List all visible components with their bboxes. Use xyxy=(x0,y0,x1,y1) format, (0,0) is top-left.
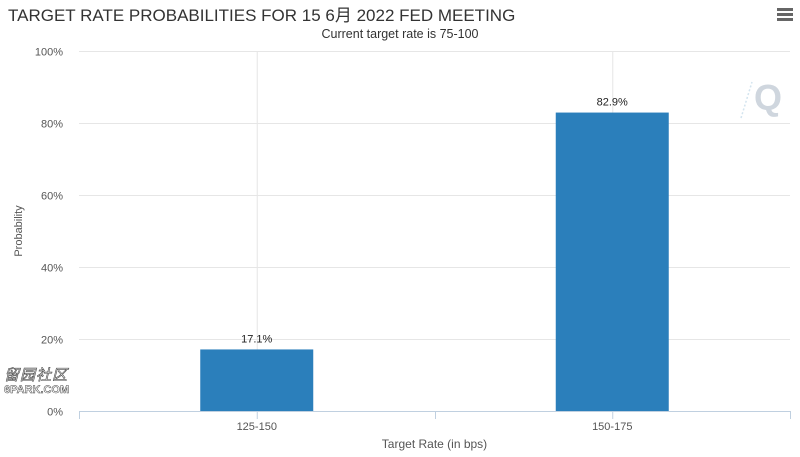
y-tick-label: 40% xyxy=(41,263,63,275)
data-label: 82.9% xyxy=(597,97,628,109)
site-watermark-chars: 留园社区 xyxy=(4,367,69,384)
x-tick-label: 150-175 xyxy=(592,421,632,433)
x-axis-title: Target Rate (in bps) xyxy=(382,437,487,451)
logo-watermark-mark xyxy=(740,81,753,119)
chart-subtitle: Current target rate is 75-100 xyxy=(321,27,479,41)
y-tick-label: 80% xyxy=(41,119,63,131)
bar-150-175 xyxy=(555,112,669,411)
bar-125-150 xyxy=(200,349,314,411)
hamburger-menu-icon[interactable] xyxy=(777,8,793,22)
y-tick-label: 60% xyxy=(41,191,63,203)
logo-watermark: Q xyxy=(754,77,782,118)
y-axis-title: Probability xyxy=(13,205,25,257)
y-tick-label: 100% xyxy=(35,47,63,59)
chart-title: TARGET RATE PROBABILITIES FOR 15 6月 2022… xyxy=(8,6,516,25)
y-tick-label: 0% xyxy=(47,407,63,419)
x-tick-label: 125-150 xyxy=(237,421,277,433)
site-watermark-url: 6PARK.COM xyxy=(4,384,69,396)
y-tick-label: 20% xyxy=(41,335,63,347)
data-label: 17.1% xyxy=(241,333,272,345)
